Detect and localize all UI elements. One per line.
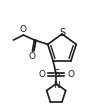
Text: S: S bbox=[53, 69, 59, 79]
Text: O: O bbox=[20, 25, 27, 34]
Text: S: S bbox=[59, 27, 65, 37]
Text: O: O bbox=[67, 70, 74, 79]
Text: O: O bbox=[29, 52, 36, 61]
Text: O: O bbox=[38, 70, 45, 79]
Text: N: N bbox=[53, 81, 60, 90]
